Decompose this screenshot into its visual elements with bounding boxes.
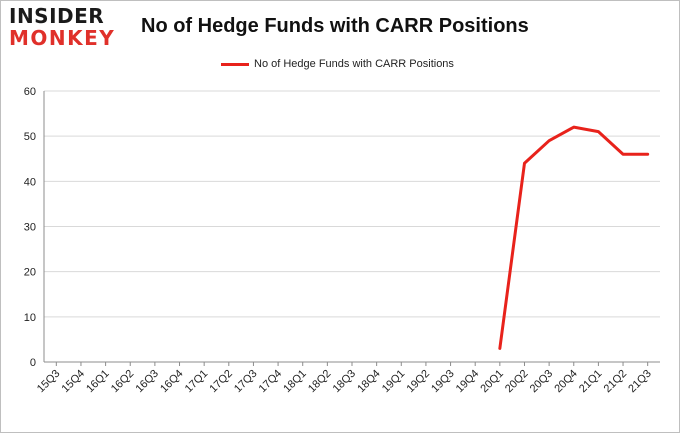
insider-monkey-logo: INSIDER MONKEY (9, 6, 129, 48)
x-tick-label: 19Q2 (405, 368, 433, 396)
x-tick-label: 15Q3 (35, 368, 63, 396)
x-tick-labels: 15Q315Q416Q116Q216Q316Q417Q117Q217Q317Q4… (35, 368, 654, 396)
y-tick-label: 20 (24, 267, 36, 279)
chart-title: No of Hedge Funds with CARR Positions (141, 15, 529, 37)
x-tick-label: 16Q2 (109, 368, 137, 396)
y-tick-label: 0 (30, 357, 36, 369)
axes (43, 91, 660, 366)
y-tick-label: 50 (24, 131, 36, 143)
logo-line-2: MONKEY (9, 26, 116, 50)
series-lines (498, 125, 650, 350)
y-tick-label: 30 (24, 222, 36, 234)
x-tick-label: 19Q4 (454, 368, 482, 396)
x-tick-label: 16Q1 (84, 368, 112, 396)
chart-legend: No of Hedge Funds with CARR Positions (221, 57, 454, 71)
y-tick-label: 60 (24, 86, 36, 98)
x-tick-label: 20Q2 (503, 368, 531, 396)
x-tick-label: 20Q1 (478, 368, 506, 396)
x-tick-label: 16Q3 (133, 368, 161, 396)
y-tick-label: 40 (24, 176, 36, 188)
x-tick-label: 21Q3 (626, 368, 654, 396)
x-tick-label: 18Q3 (331, 368, 359, 396)
x-tick-label: 17Q2 (207, 368, 235, 396)
x-tick-label: 21Q1 (577, 368, 605, 396)
x-tick-label: 17Q3 (232, 368, 260, 396)
x-tick-label: 17Q4 (257, 368, 285, 396)
legend-label: No of Hedge Funds with CARR Positions (254, 58, 454, 70)
x-tick-label: 20Q3 (528, 368, 556, 396)
x-tick-label: 16Q4 (158, 368, 186, 396)
x-tick-label: 21Q2 (602, 368, 630, 396)
gridlines (44, 90, 660, 318)
y-tick-labels: 0 10 20 30 40 50 60 (24, 86, 36, 369)
x-tick-label: 18Q2 (306, 368, 334, 396)
x-tick-label: 15Q4 (60, 368, 88, 396)
logo-line-1: INSIDER (9, 4, 105, 28)
legend-line-swatch (221, 62, 249, 66)
x-tick-label: 17Q1 (183, 368, 211, 396)
x-tick-label: 19Q3 (429, 368, 457, 396)
x-tick-label: 18Q1 (281, 368, 309, 396)
x-tick-label: 18Q4 (355, 368, 383, 396)
y-tick-label: 10 (24, 312, 36, 324)
x-tick-label: 19Q1 (380, 368, 408, 396)
x-tick-label: 20Q4 (552, 368, 580, 396)
series-line-0 (498, 125, 650, 350)
